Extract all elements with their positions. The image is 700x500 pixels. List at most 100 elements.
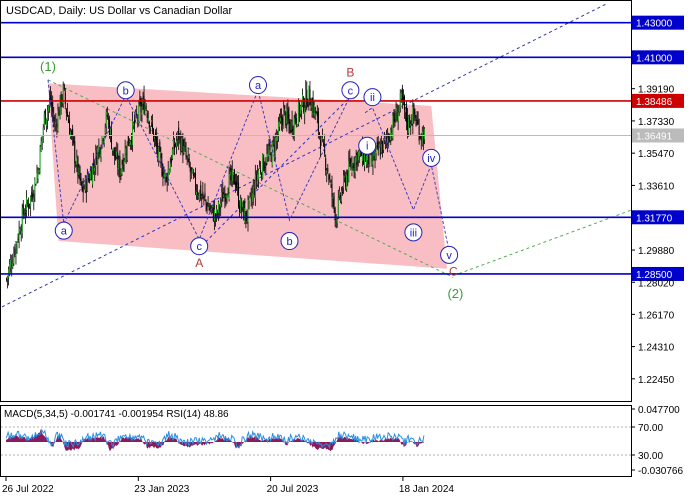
candle-body bbox=[416, 119, 418, 122]
price-tick-label: 1.29880 bbox=[638, 246, 675, 257]
indicator-tick-label: 70.00 bbox=[638, 423, 663, 434]
level-price-label: 1.41000 bbox=[636, 53, 673, 64]
candle-body bbox=[321, 136, 322, 146]
candle-body bbox=[73, 136, 75, 144]
candle-body bbox=[90, 171, 91, 180]
candle-body bbox=[149, 126, 151, 128]
time-tick-label: 23 Jan 2023 bbox=[134, 484, 189, 495]
long-trend-line bbox=[1, 3, 608, 308]
candle-body bbox=[303, 97, 305, 112]
candle-body bbox=[167, 168, 169, 183]
candle-body bbox=[80, 178, 82, 181]
wave-marker-circle bbox=[422, 148, 441, 167]
candle-body bbox=[197, 191, 199, 195]
candle-body bbox=[165, 175, 167, 177]
candle-body bbox=[255, 174, 257, 181]
candle-body bbox=[186, 156, 188, 158]
candle-body bbox=[162, 171, 164, 178]
candle-body bbox=[76, 157, 78, 165]
candle-body bbox=[419, 136, 421, 139]
candle-body bbox=[388, 134, 390, 141]
candle-body bbox=[382, 138, 384, 150]
candle-body bbox=[237, 185, 238, 187]
candle-body bbox=[191, 168, 193, 174]
candle-body bbox=[141, 106, 143, 115]
candle-body bbox=[135, 111, 137, 121]
candle-body bbox=[144, 103, 146, 115]
candle-body bbox=[205, 200, 207, 203]
candle-body bbox=[221, 192, 223, 200]
candle-body bbox=[216, 209, 217, 214]
wave-label-red: B bbox=[346, 65, 354, 79]
candle-body bbox=[180, 136, 182, 152]
level-price-label: 1.36491 bbox=[636, 131, 673, 142]
candle-body bbox=[54, 122, 56, 124]
candle-body bbox=[213, 209, 215, 221]
main-plot-border bbox=[0, 0, 632, 402]
price-tick-label: 1.39190 bbox=[638, 85, 675, 96]
candle-body bbox=[394, 119, 396, 122]
candle-body bbox=[124, 148, 126, 162]
candle-body bbox=[123, 160, 125, 165]
candle-body bbox=[202, 191, 204, 199]
candle-body bbox=[391, 133, 393, 135]
candle-body bbox=[385, 135, 387, 142]
candle-body bbox=[258, 170, 259, 180]
candle-body bbox=[410, 124, 412, 126]
candle-body bbox=[59, 95, 61, 116]
candle-body bbox=[305, 89, 307, 106]
candle-body bbox=[373, 155, 375, 160]
candle-body bbox=[339, 195, 341, 198]
candle-body bbox=[113, 147, 115, 151]
candle-body bbox=[187, 155, 189, 159]
candle-body bbox=[395, 107, 397, 122]
candle-body bbox=[308, 85, 310, 103]
candle-body bbox=[101, 135, 103, 146]
candle-body bbox=[389, 139, 391, 143]
candle-body bbox=[365, 154, 367, 162]
candle-body bbox=[34, 179, 36, 194]
candle-body bbox=[393, 112, 395, 122]
wave-marker-label: a bbox=[61, 226, 68, 238]
candle-body bbox=[310, 107, 312, 111]
candle-body bbox=[41, 135, 43, 143]
candle-body bbox=[319, 140, 321, 149]
candle-body bbox=[137, 117, 139, 119]
candle-body bbox=[183, 145, 185, 154]
wave-path-projection bbox=[364, 106, 450, 252]
candle-body bbox=[364, 154, 366, 166]
candle-body bbox=[318, 132, 320, 136]
wave-label-green: (2) bbox=[447, 286, 463, 301]
candle-body bbox=[356, 152, 358, 165]
candle-body bbox=[227, 194, 229, 198]
candle-body bbox=[78, 167, 80, 176]
candle-body bbox=[53, 117, 55, 122]
candle-body bbox=[358, 149, 360, 156]
chart-title: USDCAD, Daily: US Dollar vs Canadian Dol… bbox=[6, 5, 233, 17]
candle-body bbox=[401, 87, 403, 101]
candle-body bbox=[323, 143, 325, 145]
candle-body bbox=[403, 95, 405, 110]
price-tick-label: 1.37330 bbox=[638, 117, 675, 128]
candle-body bbox=[338, 191, 340, 197]
candle-body bbox=[274, 137, 276, 157]
candle-body bbox=[367, 150, 369, 161]
wave-marker-label: iv bbox=[427, 153, 435, 165]
candle-body bbox=[25, 197, 27, 211]
wave-marker-circle bbox=[404, 223, 423, 242]
candle-body bbox=[37, 170, 39, 179]
candle-body bbox=[82, 185, 84, 193]
wave-marker-circle bbox=[341, 81, 360, 100]
candle-body bbox=[122, 159, 124, 170]
candle-body bbox=[377, 141, 379, 151]
candle-body bbox=[276, 135, 278, 141]
candle-body bbox=[70, 131, 72, 137]
level-price-box bbox=[632, 15, 684, 30]
candle-body bbox=[322, 138, 324, 140]
candle-body bbox=[159, 141, 161, 152]
candle-body bbox=[398, 105, 400, 112]
wave-label-red: A bbox=[195, 256, 203, 270]
candle-body bbox=[130, 140, 132, 143]
candle-body bbox=[301, 101, 303, 111]
candle-body bbox=[248, 196, 250, 201]
